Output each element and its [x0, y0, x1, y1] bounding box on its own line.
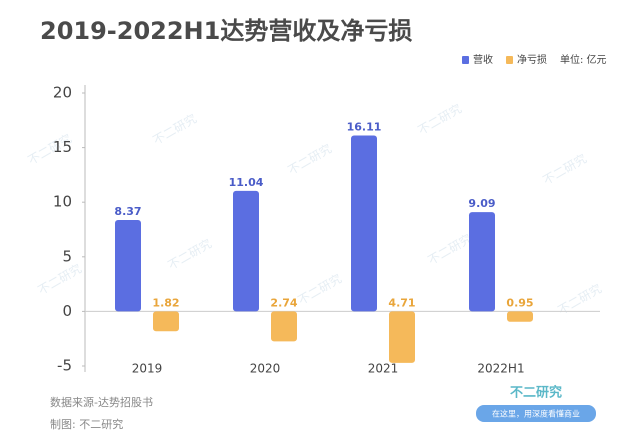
- watermark: 不二研究: [150, 111, 199, 148]
- data-label: 9.09: [468, 197, 495, 210]
- bar: [389, 311, 415, 363]
- watermark: 不二研究: [425, 231, 474, 268]
- slogan-pill: [476, 405, 596, 422]
- x-tick-label: 2021: [368, 362, 399, 376]
- data-label: 4.71: [388, 296, 415, 309]
- slogan: 在这里，用深度看懂商业: [492, 409, 580, 419]
- data-label: 1.82: [152, 296, 179, 309]
- x-tick-label: 2019: [132, 362, 163, 376]
- watermark: 不二研究: [555, 281, 604, 318]
- data-label: 11.04: [229, 176, 264, 189]
- data-label: 8.37: [114, 205, 141, 218]
- bar: [351, 135, 377, 312]
- chart-title: 2019-2022H1达势营收及净亏损: [40, 17, 412, 45]
- bar: [507, 311, 533, 322]
- bar: [469, 212, 495, 312]
- y-tick-label: 5: [62, 247, 72, 265]
- watermark: 不二研究: [165, 236, 214, 273]
- bar: [153, 311, 179, 332]
- bar: [115, 219, 141, 312]
- legend-swatch: [506, 56, 513, 64]
- unit-label: 单位: 亿元: [560, 53, 607, 66]
- y-tick-label: 10: [53, 193, 72, 211]
- credit: 制图: 不二研究: [50, 417, 123, 431]
- bar: [233, 190, 259, 312]
- logo: 不二研究: [510, 385, 562, 401]
- watermark: 不二研究: [415, 101, 464, 138]
- bar: [271, 311, 297, 342]
- legend-label: 营收: [473, 53, 493, 66]
- source: 数据来源-达势招股书: [50, 395, 153, 409]
- x-tick-label: 2022H1: [477, 362, 524, 376]
- legend-swatch: [462, 56, 469, 64]
- data-label: 16.11: [347, 120, 382, 133]
- y-tick-label: 20: [53, 84, 72, 102]
- data-label: 2.74: [270, 296, 297, 309]
- watermark: 不二研究: [295, 271, 344, 308]
- watermark: 不二研究: [285, 141, 334, 178]
- x-tick-label: 2020: [250, 362, 281, 376]
- legend-label: 净亏损: [517, 53, 547, 66]
- watermark: 不二研究: [540, 151, 589, 188]
- data-label: 0.95: [506, 296, 533, 309]
- y-tick-label: -5: [57, 357, 72, 375]
- watermark: 不二研究: [35, 261, 84, 298]
- y-tick-label: 15: [53, 138, 72, 156]
- y-tick-label: 0: [62, 302, 72, 320]
